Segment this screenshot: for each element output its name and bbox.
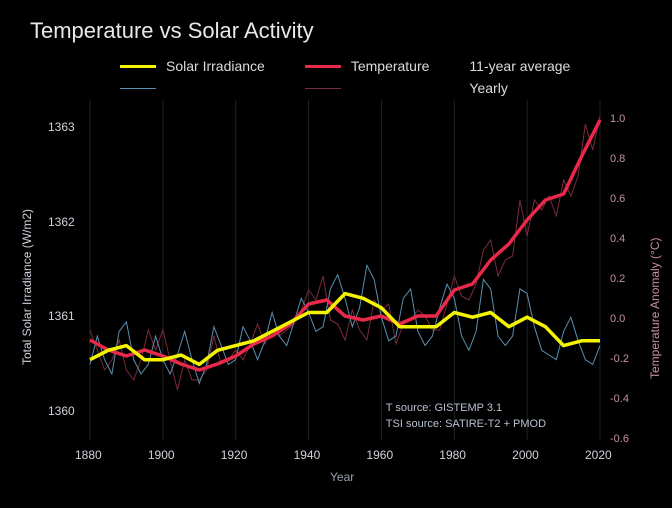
x-axis-label: Year xyxy=(330,470,354,484)
chart-container: Temperature vs Solar Activity Solar Irra… xyxy=(0,0,672,508)
y-right-tick-label: 0.6 xyxy=(610,193,625,205)
y-right-tick-label: 0.0 xyxy=(610,313,625,325)
x-tick-label: 1940 xyxy=(294,448,321,462)
x-tick-label: 1960 xyxy=(366,448,393,462)
y-right-tick-label: 1.0 xyxy=(610,113,625,125)
y-axis-left-label: Total Solar Irradiance (W/m2) xyxy=(20,209,34,365)
x-tick-label: 1980 xyxy=(439,448,466,462)
y-right-tick-label: -0.4 xyxy=(610,393,629,405)
x-tick-label: 2020 xyxy=(585,448,612,462)
source-line-2: TSI source: SATIRE-T2 + PMOD xyxy=(386,418,546,430)
y-left-tick-label: 1361 xyxy=(48,309,75,323)
x-tick-label: 2000 xyxy=(512,448,539,462)
y-right-tick-label: 0.4 xyxy=(610,233,625,245)
y-left-tick-label: 1360 xyxy=(48,404,75,418)
y-right-tick-label: -0.6 xyxy=(610,433,629,445)
plot-svg xyxy=(0,0,672,508)
y-right-tick-label: 0.2 xyxy=(610,273,625,285)
y-axis-right-label: Temperature Anomaly (°C) xyxy=(648,237,662,379)
y-left-tick-label: 1363 xyxy=(48,120,75,134)
y-right-tick-label: -0.2 xyxy=(610,353,629,365)
x-tick-label: 1880 xyxy=(75,448,102,462)
source-line-1: T source: GISTEMP 3.1 xyxy=(386,402,502,414)
x-tick-label: 1900 xyxy=(148,448,175,462)
y-right-tick-label: 0.8 xyxy=(610,153,625,165)
x-tick-label: 1920 xyxy=(221,448,248,462)
y-left-tick-label: 1362 xyxy=(48,215,75,229)
